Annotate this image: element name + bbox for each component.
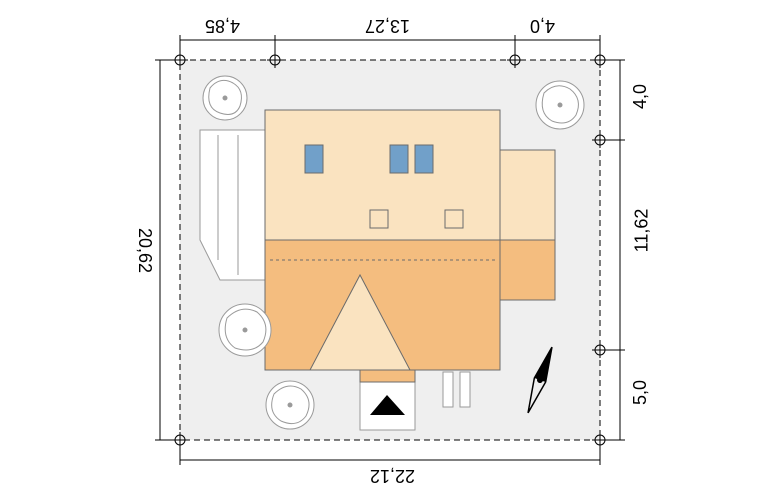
house — [265, 110, 555, 430]
dim-right-2: 11,62 — [631, 209, 652, 253]
tree-icon — [536, 81, 584, 129]
plan-svg — [0, 0, 780, 503]
dim-right-3: 5,0 — [630, 380, 651, 405]
tree-icon — [219, 304, 271, 356]
dim-right-1: 4,0 — [630, 84, 651, 109]
tree-icon — [266, 381, 314, 429]
dim-top-1: 4,85 — [205, 15, 240, 36]
dim-top-3: 4,0 — [530, 15, 555, 36]
dim-left-1: 20,62 — [134, 228, 155, 273]
garage-structure — [200, 130, 265, 280]
compass-icon — [522, 345, 557, 415]
site-plan-canvas: 4,85 13,27 4,0 4,0 11,62 5,0 20,62 22,12 — [0, 0, 780, 503]
dim-top-2: 13,27 — [365, 15, 410, 36]
tree-icon — [203, 76, 247, 120]
dim-bottom-1: 22,12 — [370, 465, 415, 486]
